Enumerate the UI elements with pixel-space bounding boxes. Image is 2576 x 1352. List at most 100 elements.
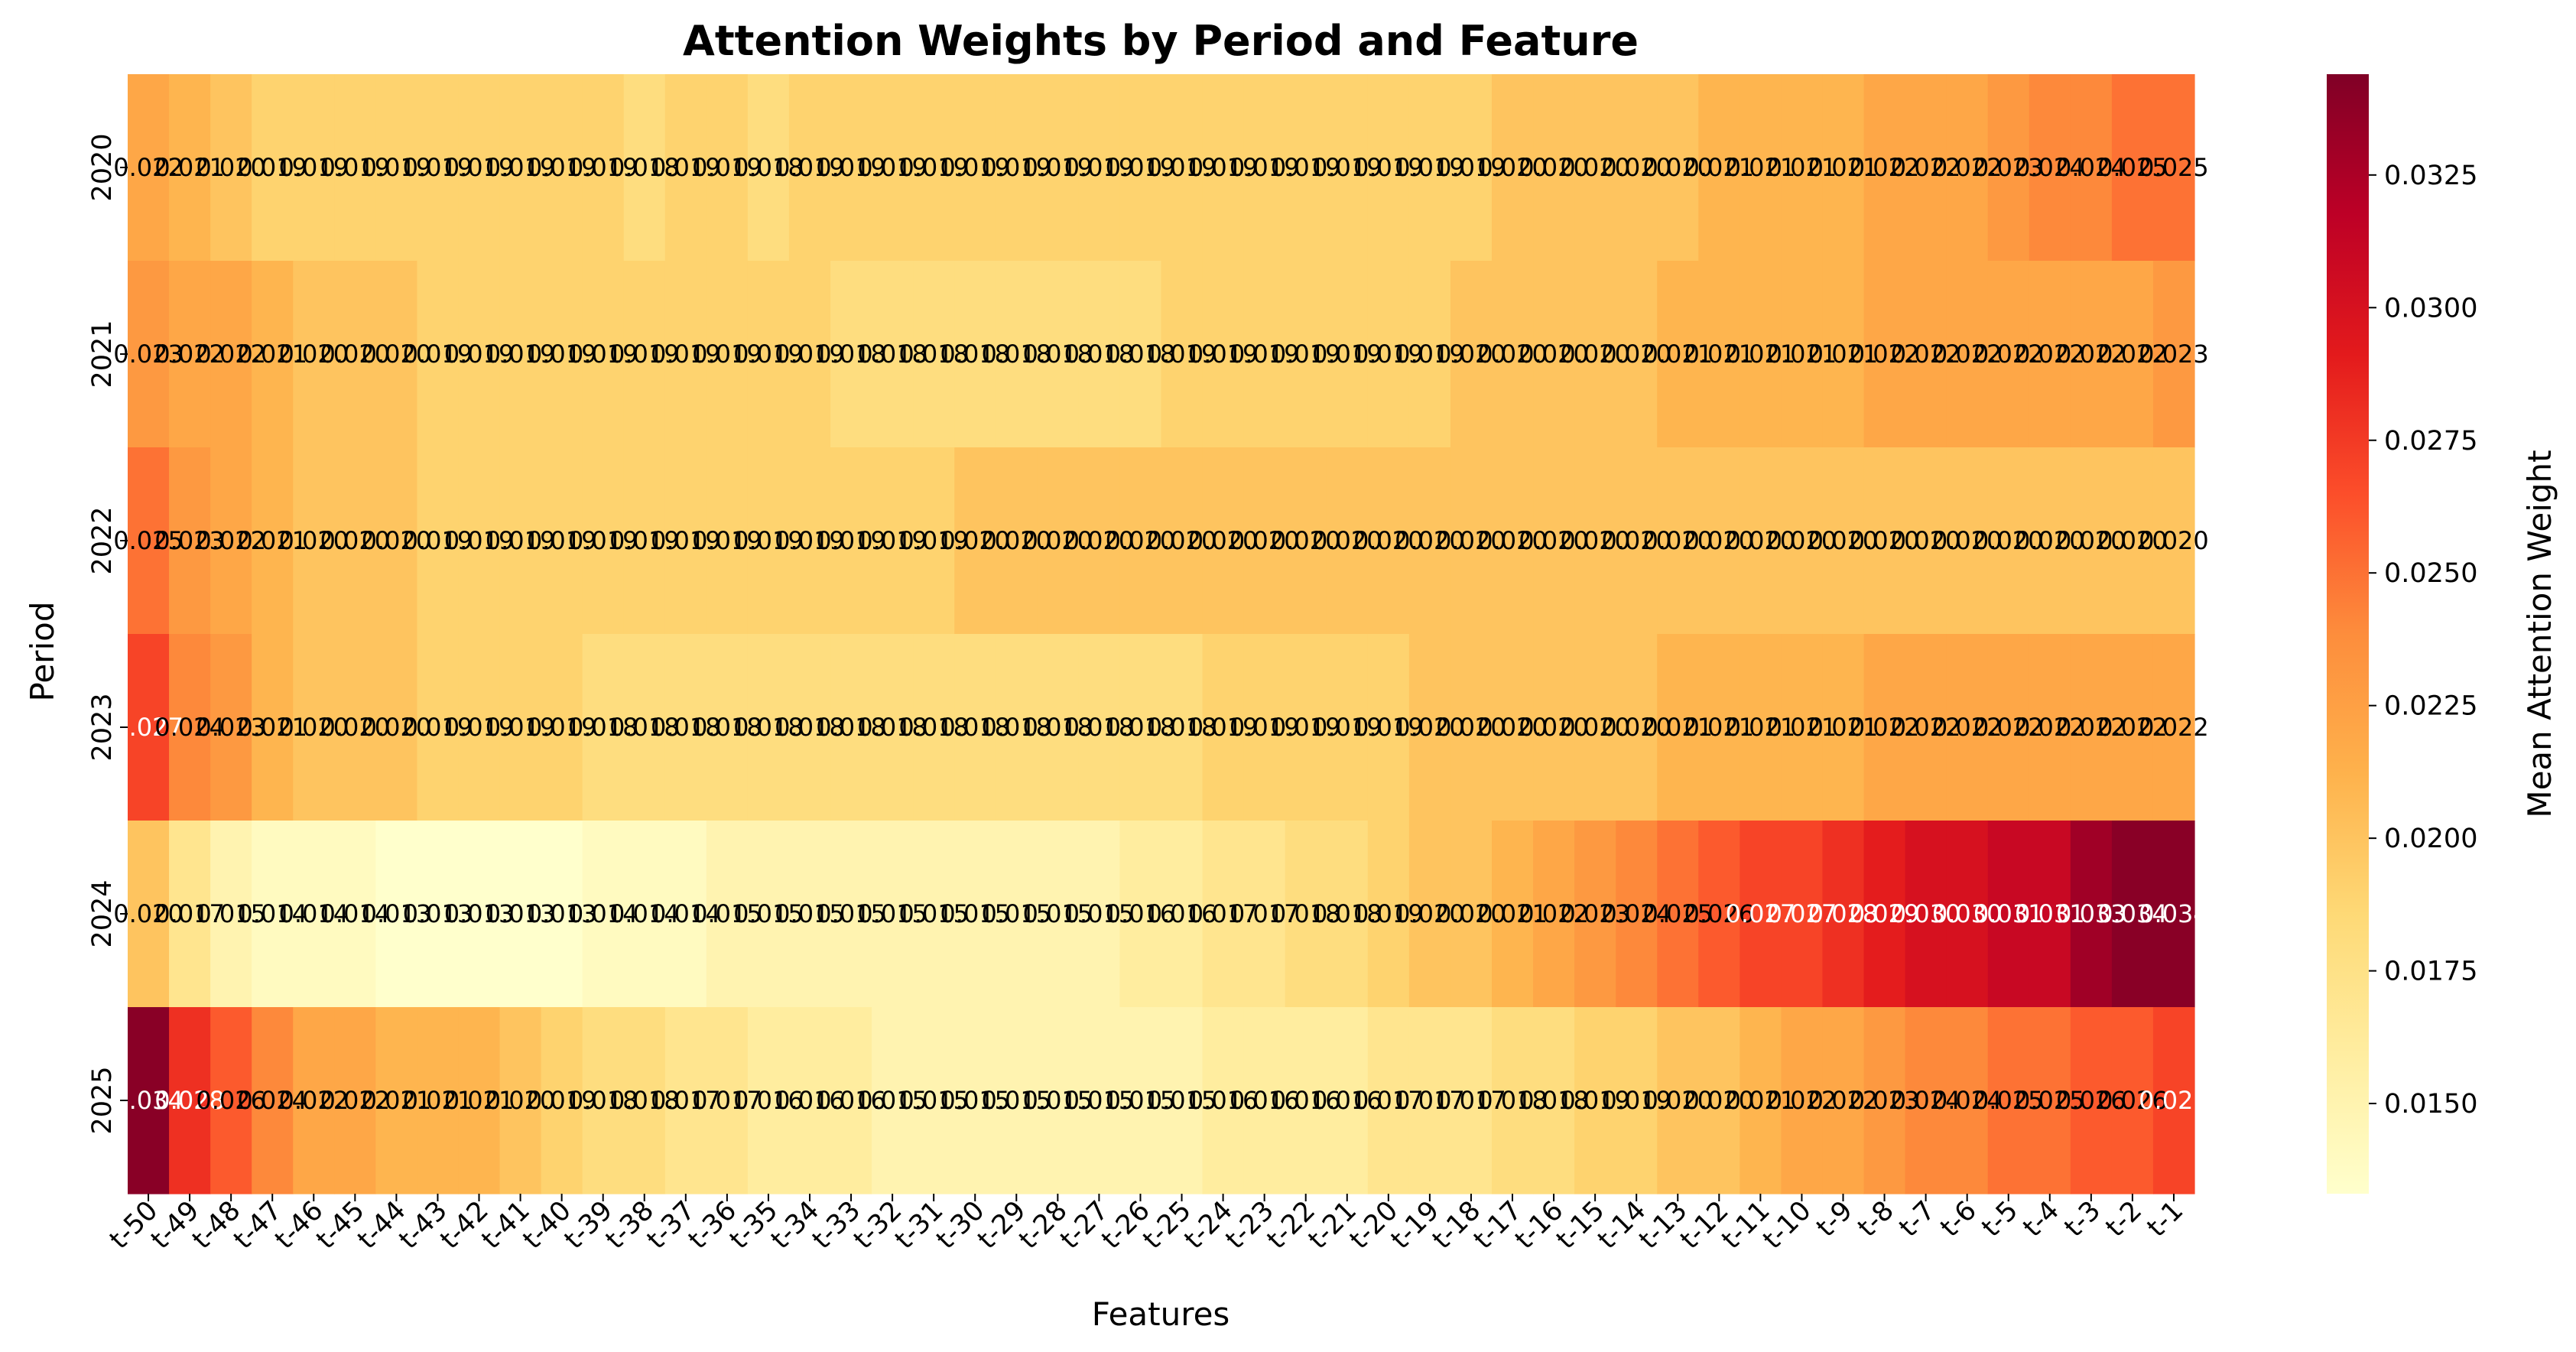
heatmap-cell (1533, 821, 1575, 1008)
heatmap-cell (1078, 634, 1121, 821)
heatmap-cell (1367, 821, 1410, 1008)
heatmap-cell (252, 74, 294, 262)
cell-value-label: 0.021 (444, 1086, 515, 1115)
x-tick-label: t-7 (1893, 1195, 1941, 1243)
heatmap-cell (252, 821, 294, 1008)
heatmap-cell (706, 821, 749, 1008)
cell-value-label: 0.018 (1312, 899, 1382, 928)
heatmap-cell (1574, 821, 1616, 1008)
heatmap-cell (2152, 821, 2195, 1008)
heatmap-cell (1946, 1007, 1989, 1194)
heatmap-cell (996, 1007, 1038, 1194)
heatmap-cell (747, 634, 790, 821)
heatmap-cell (210, 74, 252, 262)
heatmap-cell (375, 634, 418, 821)
cell-value-label: 0.022 (1932, 713, 2003, 742)
heatmap-cell (706, 634, 749, 821)
cell-value-label: 0.019 (857, 153, 927, 182)
heatmap-cell (458, 821, 501, 1008)
colorbar-tick-label: 0.0275 (2384, 426, 2477, 457)
cell-value-label: 0.020 (1850, 526, 1920, 555)
cell-value-label: 0.020 (1023, 526, 1093, 555)
heatmap-cell (706, 261, 749, 448)
heatmap-cell (1408, 447, 1451, 635)
cell-value-label: 0.021 (1808, 153, 1879, 182)
heatmap-cell (334, 74, 376, 262)
heatmap-cell (664, 1007, 707, 1194)
heatmap-cell (1987, 447, 2030, 635)
heatmap-cell (954, 1007, 996, 1194)
colorbar-ticks: 0.0150 0.0175 0.0200 0.0225 0.0250 0.0275 0.03… (2369, 161, 2477, 1120)
heatmap-cell (872, 821, 914, 1008)
cell-value-label: 0.015 (1147, 1086, 1217, 1115)
heatmap-cell (541, 261, 583, 448)
cell-value-label: 0.019 (486, 713, 556, 742)
heatmap-cell (334, 1007, 376, 1194)
cell-value-label: 0.018 (940, 713, 1010, 742)
x-tick-label: t-4 (2017, 1195, 2065, 1243)
heatmap-cell (293, 261, 335, 448)
heatmap-cell (210, 821, 252, 1008)
cell-value-label: 0.019 (857, 526, 927, 555)
cell-value-label: 0.019 (981, 153, 1051, 182)
cell-value-label: 0.023 (196, 713, 266, 742)
cell-value-label: 0.024 (1932, 1086, 2003, 1115)
heatmap-cell (830, 447, 872, 635)
cell-value-label: 0.015 (940, 1086, 1010, 1115)
heatmap-cell (2070, 261, 2113, 448)
cell-value-label: 0.020 (1477, 713, 1548, 742)
cell-value-label: 0.016 (1312, 1086, 1382, 1115)
cell-value-label: 0.022 (154, 340, 225, 369)
heatmap-cell (582, 447, 625, 635)
heatmap-cell (293, 74, 335, 262)
cell-value-label: 0.021 (1767, 340, 1837, 369)
heatmap-cell (1946, 447, 1989, 635)
heatmap-cell (417, 261, 460, 448)
colorbar-tick-label: 0.0150 (2384, 1089, 2477, 1120)
cell-value-label: 0.020 (278, 526, 349, 555)
cell-value-label: 0.021 (237, 340, 307, 369)
heatmap-cell (1367, 634, 1410, 821)
heatmap-cell (1657, 447, 1699, 635)
heatmap-cell (541, 634, 583, 821)
cell-value-label: 0.019 (1312, 713, 1382, 742)
cell-value-label: 0.022 (1519, 899, 1589, 928)
heatmap-cell (1243, 634, 1286, 821)
cell-value-label: 0.021 (1726, 340, 1796, 369)
cell-value-label: 0.022 (1932, 340, 2003, 369)
heatmap-cell (1450, 634, 1493, 821)
heatmap-cell (1987, 261, 2030, 448)
heatmap-cell (2111, 634, 2154, 821)
cell-value-label: 0.017 (651, 1086, 721, 1115)
cell-value-label: 0.019 (898, 153, 969, 182)
cell-value-label: 0.019 (1188, 153, 1259, 182)
cell-value-label: 0.020 (1642, 153, 1713, 182)
cell-value-label: 0.018 (609, 1086, 680, 1115)
cell-value-label: 0.019 (486, 340, 556, 369)
cell-value-label: 0.023 (1850, 1086, 1920, 1115)
cell-value-label: 0.015 (981, 1086, 1051, 1115)
cell-value-label: 0.015 (857, 1086, 927, 1115)
heatmap-cell (1408, 74, 1451, 262)
cell-value-label: 0.019 (609, 340, 680, 369)
heatmap-cell (417, 821, 460, 1008)
x-tick-label: t-10 (1757, 1195, 1817, 1255)
cell-value-label: 0.019 (733, 526, 804, 555)
y-tick-label: 2024 (87, 879, 118, 947)
heatmap-cell (128, 821, 170, 1008)
heatmap-cell (334, 447, 376, 635)
cell-value-label: 0.020 (981, 526, 1051, 555)
cell-annotations: 0.0220.0210.0200.0190.0190.0190.0190.019… (113, 153, 2209, 1115)
cell-value-label: 0.025 (1642, 899, 1713, 928)
cell-value-label: 0.020 (1973, 526, 2044, 555)
cell-value-label: 0.020 (1477, 340, 1548, 369)
heatmap-cell (1533, 74, 1575, 262)
cell-value-label: 0.021 (1726, 153, 1796, 182)
cell-value-label: 0.019 (568, 526, 638, 555)
cell-value-label: 0.018 (981, 713, 1051, 742)
cell-value-label: 0.019 (1353, 899, 1424, 928)
cell-value-label: 0.020 (1395, 713, 1465, 742)
heatmap-cell (417, 1007, 460, 1194)
x-tick-label: t-9 (1811, 1195, 1859, 1243)
cell-value-label: 0.014 (320, 899, 391, 928)
